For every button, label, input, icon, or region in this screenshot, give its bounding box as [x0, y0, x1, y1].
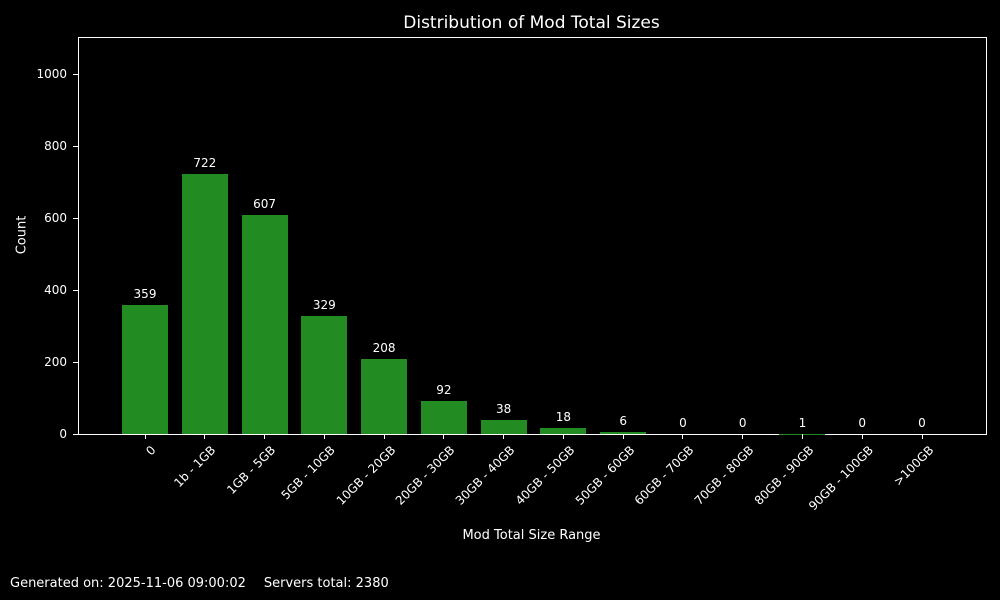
- x-tick-label: >100GB: [890, 443, 936, 489]
- bar-value-label: 18: [555, 409, 572, 424]
- footer-generated: Generated on: 2025-11-06 09:00:02: [10, 576, 246, 591]
- plot-area: 0 200 400 600 800 1000 359 0 722 1b - 1GB 607 1GB -…: [36, 37, 987, 513]
- x-tick-mark: [144, 434, 146, 439]
- footer: Generated on: 2025-11-06 09:00:02 Server…: [10, 576, 389, 591]
- y-tick-label: 200: [44, 355, 67, 369]
- bar: [181, 174, 228, 434]
- x-tick-label: 50GB - 60GB: [572, 443, 638, 508]
- x-tick-label: 60GB - 70GB: [632, 443, 697, 508]
- y-tick-mark: [73, 217, 78, 219]
- x-tick-label: 20GB - 30GB: [392, 443, 458, 508]
- x-tick-label: 40GB - 50GB: [512, 443, 578, 508]
- bar-value-label: 0: [738, 416, 747, 430]
- bar-value-label: 607: [253, 197, 276, 212]
- x-tick-mark: [264, 434, 266, 439]
- chart-title: Distribution of Mod Total Sizes: [403, 13, 660, 33]
- y-tick-mark: [73, 145, 78, 147]
- y-axis-label: Count: [14, 215, 30, 255]
- bar-value-label: 359: [133, 286, 157, 301]
- x-tick-label: 5GB - 10GB: [278, 443, 339, 503]
- bar: [241, 215, 288, 434]
- bar: [361, 359, 408, 434]
- y-tick-mark: [73, 433, 78, 435]
- x-tick-mark: [383, 434, 385, 439]
- y-tick-label: 800: [44, 139, 67, 153]
- x-tick-mark: [861, 434, 863, 439]
- bar-value-label: 1: [798, 415, 807, 430]
- x-tick-mark: [503, 434, 505, 439]
- y-tick-mark: [73, 73, 78, 75]
- x-tick-label: 0: [143, 443, 159, 459]
- bar-value-label: 0: [679, 416, 687, 430]
- x-tick-label: 1GB - 5GB: [224, 443, 279, 497]
- x-tick-mark: [443, 434, 445, 439]
- x-tick-mark: [801, 434, 803, 439]
- x-axis-label: Mod Total Size Range: [462, 528, 601, 543]
- y-tick-mark: [73, 289, 78, 291]
- y-tick-label: 400: [44, 283, 67, 297]
- x-tick-mark: [921, 434, 923, 439]
- bar-value-label: 329: [312, 297, 336, 312]
- bar-value-label: 38: [495, 402, 512, 417]
- bar-value-label: 0: [858, 416, 867, 430]
- bar: [480, 420, 527, 434]
- y-tick-label: 0: [59, 427, 67, 441]
- bar-value-label: 6: [619, 413, 627, 428]
- x-tick-label: 80GB - 90GB: [751, 443, 817, 508]
- y-tick-label: 1000: [36, 67, 67, 81]
- x-tick-mark: [682, 434, 684, 439]
- x-tick-mark: [622, 434, 624, 439]
- x-tick-mark: [204, 434, 206, 439]
- bar-value-label: 92: [436, 382, 452, 397]
- y-tick-mark: [73, 361, 78, 363]
- y-tick-label: 600: [44, 211, 67, 225]
- x-tick-label: 70GB - 80GB: [691, 443, 757, 508]
- x-tick-mark: [562, 434, 564, 439]
- x-tick-label: 1b - 1GB: [171, 443, 219, 490]
- x-tick-label: 10GB - 20GB: [333, 443, 398, 508]
- footer-servers-total: Servers total: 2380: [263, 576, 389, 591]
- x-tick-label: 30GB - 40GB: [452, 443, 518, 508]
- x-tick-mark: [742, 434, 744, 439]
- bar-value-label: 722: [193, 156, 217, 171]
- bar-value-label: 0: [918, 416, 926, 430]
- x-tick-label: 90GB - 100GB: [805, 443, 877, 514]
- bar: [420, 400, 467, 434]
- bar: [301, 315, 348, 434]
- x-tick-mark: [323, 434, 325, 439]
- bar-value-label: 208: [372, 341, 396, 356]
- bar: [122, 304, 168, 434]
- bar: [600, 431, 647, 434]
- bar: [540, 427, 587, 434]
